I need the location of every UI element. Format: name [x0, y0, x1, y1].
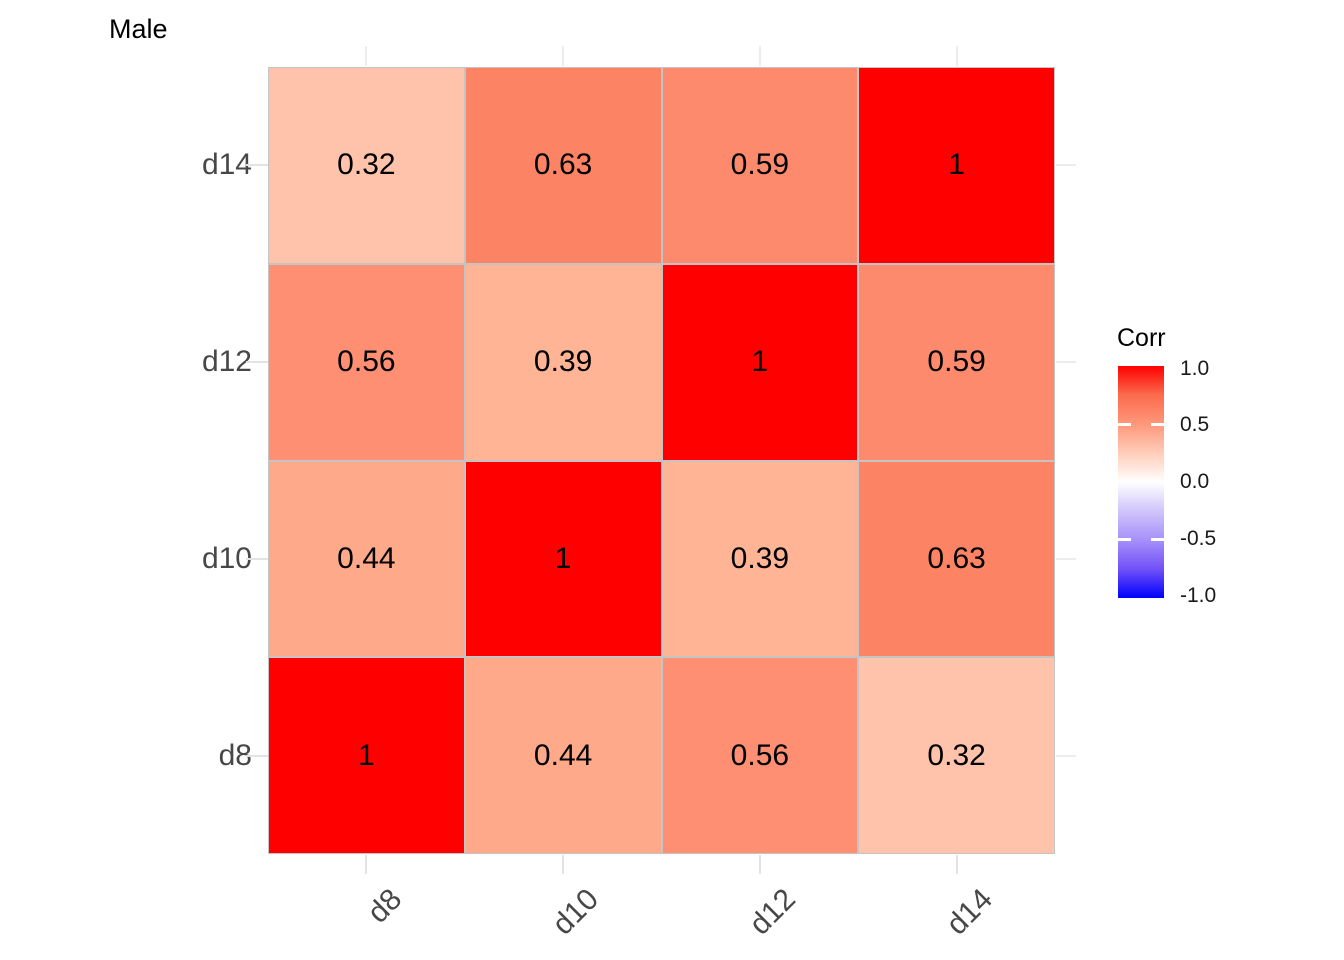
grid-stub — [562, 46, 565, 66]
grid-stub — [1056, 361, 1076, 364]
y-axis-label: d14 — [201, 148, 252, 182]
heatmap-cell: 0.32 — [858, 657, 1055, 854]
heatmap-cell: 0.32 — [268, 67, 465, 264]
y-axis-label: d10 — [201, 541, 252, 575]
x-axis-label: d8 — [361, 882, 409, 930]
axis-tick — [365, 855, 368, 874]
heatmap-cell: 0.44 — [464, 657, 662, 854]
heatmap-cell-value: 0.39 — [730, 541, 790, 575]
heatmap-cell: 0.44 — [268, 460, 465, 658]
heatmap-cell: 0.63 — [464, 67, 662, 264]
grid-stub — [955, 46, 958, 66]
chart-title: Male — [109, 14, 168, 44]
heatmap-cell: 0.59 — [661, 67, 859, 264]
heatmap-cell: 0.63 — [858, 460, 1055, 658]
grid-stub — [1056, 164, 1076, 167]
heatmap-cell-value: 1 — [948, 148, 965, 182]
heatmap-grid: 0.32 0.63 0.59 1 0.56 0.39 1 0.59 0.44 1 0.39 0.63 1… — [268, 67, 1055, 854]
heatmap-cell-value: 0.32 — [927, 738, 986, 772]
x-axis-label: d14 — [939, 882, 999, 942]
heatmap-cell: 0.59 — [858, 263, 1055, 461]
heatmap-cell: 1 — [268, 657, 465, 854]
heatmap-cell-value: 0.39 — [533, 345, 593, 379]
legend-tick-mark — [1118, 538, 1131, 541]
legend-tick-mark — [1151, 538, 1164, 541]
legend-title: Corr — [1117, 324, 1166, 352]
axis-tick — [562, 855, 565, 874]
heatmap-cell: 0.39 — [464, 263, 662, 461]
heatmap-cell-value: 0.56 — [730, 738, 790, 772]
axis-tick — [246, 164, 268, 167]
legend-tick-mark — [1151, 423, 1164, 426]
y-axis-label: d12 — [201, 345, 252, 379]
heatmap-cell-value: 0.59 — [927, 345, 986, 379]
legend-tick-mark — [1118, 423, 1131, 426]
legend-tick-label: -1.0 — [1180, 584, 1217, 607]
heatmap-cell-value: 0.59 — [730, 148, 790, 182]
grid-stub — [758, 46, 761, 66]
axis-tick — [246, 361, 268, 364]
x-axis-label: d10 — [546, 882, 606, 942]
axis-tick — [758, 855, 761, 874]
heatmap-cell-value: 1 — [358, 738, 375, 772]
heatmap-cell: 0.56 — [661, 657, 859, 854]
legend-tick-label: 0.0 — [1180, 470, 1210, 493]
heatmap-cell-value: 0.44 — [337, 541, 396, 575]
heatmap-cell-value: 0.63 — [533, 148, 593, 182]
heatmap-cell: 0.56 — [268, 263, 465, 461]
axis-tick — [246, 557, 268, 560]
heatmap-cell: 1 — [661, 263, 859, 461]
heatmap-cell: 1 — [464, 460, 662, 658]
heatmap-cell-value: 1 — [751, 345, 769, 379]
heatmap-cell-value: 0.56 — [337, 345, 396, 379]
legend-gradient-bar — [1118, 366, 1164, 598]
axis-tick — [246, 754, 268, 757]
grid-stub — [1056, 754, 1076, 757]
heatmap-cell-value: 0.32 — [337, 148, 396, 182]
grid-stub — [1056, 557, 1076, 560]
heatmap-cell-value: 0.63 — [927, 541, 986, 575]
legend-tick-label: -0.5 — [1180, 527, 1217, 550]
legend-tick-label: 0.5 — [1180, 413, 1210, 436]
grid-stub — [365, 46, 368, 66]
legend-tick-label: 1.0 — [1180, 357, 1210, 380]
axis-tick — [955, 855, 958, 874]
heatmap-cell: 1 — [858, 67, 1055, 264]
heatmap-cell: 0.39 — [661, 460, 859, 658]
heatmap-cell-value: 1 — [554, 541, 572, 575]
x-axis-label: d12 — [743, 882, 802, 942]
heatmap-cell-value: 0.44 — [533, 738, 593, 772]
